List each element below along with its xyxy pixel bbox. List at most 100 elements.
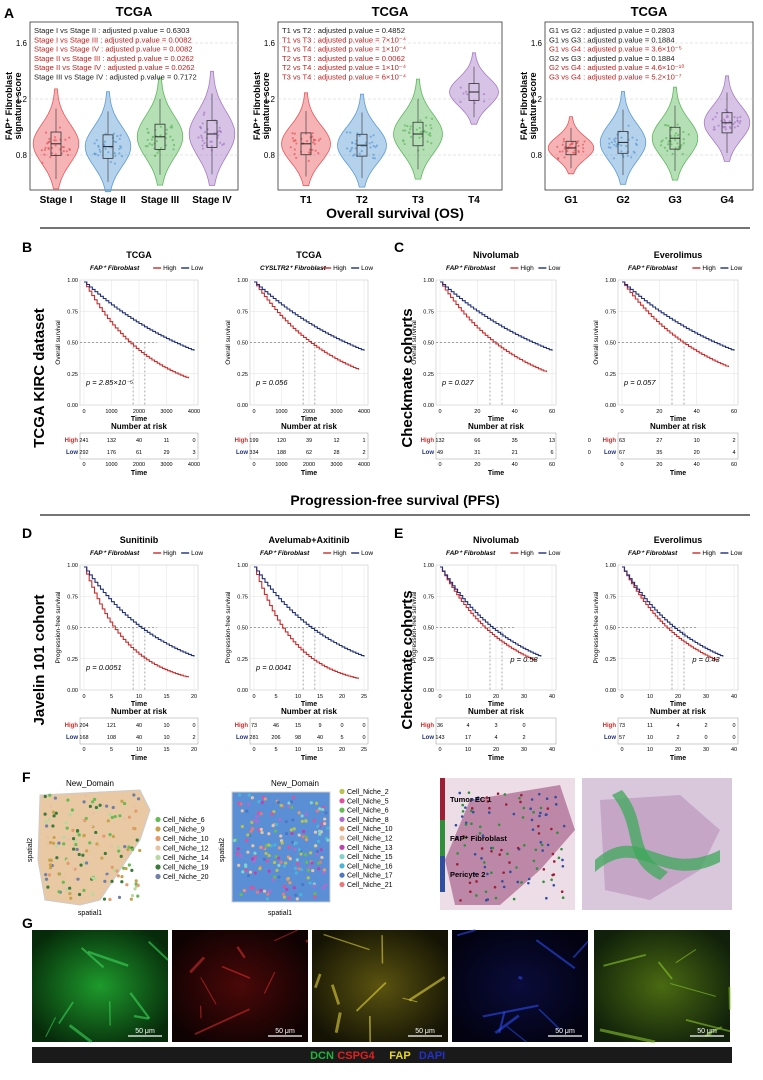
- data-point: [119, 134, 122, 137]
- celltype-spot: [493, 885, 497, 889]
- spatial-spot: [316, 861, 321, 865]
- spatial-spot: [77, 852, 81, 857]
- spatial-spot: [130, 894, 135, 898]
- y-tick-label: 0.50: [237, 341, 248, 347]
- spatial-spot: [81, 853, 85, 857]
- data-point: [349, 131, 352, 134]
- spatial-spot: [134, 809, 138, 813]
- data-point: [671, 152, 674, 156]
- celltype-spot: [486, 898, 490, 901]
- data-point: [677, 145, 680, 149]
- violin-shape: [32, 88, 80, 190]
- data-point: [429, 124, 432, 127]
- spatial-spot: [126, 848, 130, 852]
- data-point: [372, 144, 375, 148]
- legend-label: Cell_Niche_17: [347, 873, 393, 880]
- spatial-spot: [304, 838, 309, 842]
- data-point: [682, 130, 685, 134]
- spatial-spot: [244, 868, 248, 872]
- celltype-spot: [502, 885, 506, 889]
- risk-count-high: 120: [277, 438, 286, 444]
- spatial-spot: [51, 824, 55, 828]
- spatial-spot: [66, 861, 70, 865]
- spatial-spot: [118, 814, 122, 818]
- spatial-spot: [270, 812, 274, 816]
- risk-x-tick-label: 0: [252, 462, 255, 468]
- risk-table-frame: [617, 432, 739, 460]
- celltype-spot: [537, 832, 541, 835]
- data-point: [201, 139, 204, 142]
- risk-count-high: 11: [164, 438, 170, 444]
- spatial-spot: [252, 859, 256, 863]
- spatial-spot: [284, 820, 288, 824]
- data-point: [61, 145, 64, 149]
- fap-fibroblast-overlay: [612, 790, 668, 880]
- data-point: [556, 145, 559, 148]
- data-point: [62, 150, 65, 153]
- data-point: [733, 115, 736, 119]
- spatial-spot: [245, 809, 249, 813]
- spatial-spot: [319, 848, 323, 852]
- panel-letter-b: B: [22, 239, 32, 255]
- spatial-spot: [246, 874, 251, 878]
- if-signal-fiber: [518, 975, 523, 980]
- y-tick-label: 0.25: [67, 372, 78, 378]
- panel-letter-e: E: [394, 525, 403, 541]
- y-axis-label-line1: FAP⁺ Fibroblast: [4, 72, 14, 140]
- celltype-spot: [478, 825, 482, 829]
- spatial-spot: [279, 803, 283, 808]
- spatial-spot: [75, 847, 79, 852]
- data-point: [203, 131, 206, 134]
- data-point: [358, 152, 361, 155]
- risk-row-label-low: Low: [604, 735, 616, 741]
- celltype-spot: [516, 880, 520, 884]
- risk-count-low: 31: [474, 450, 480, 456]
- y-tick-label: 1.2: [264, 95, 276, 104]
- celltype-spot: [508, 861, 511, 864]
- x-axis-label: Time: [670, 416, 686, 423]
- data-point: [209, 140, 212, 143]
- spatial-spot: [48, 866, 53, 870]
- data-point: [93, 142, 96, 145]
- km-title: Sunitinib: [120, 535, 159, 545]
- spatial-spot: [101, 803, 105, 807]
- km-curve-high: [622, 281, 729, 368]
- spatial-spot: [68, 886, 72, 890]
- celltype-spot: [537, 792, 541, 796]
- spatial-spot: [252, 819, 256, 823]
- side-label-tcga: TCGA KIRC dataset: [31, 308, 48, 447]
- data-point: [118, 147, 121, 150]
- channel-label: FAP: [389, 1050, 410, 1062]
- celltype-spot: [556, 831, 559, 835]
- scale-bar-label: 50 μm: [415, 1028, 435, 1035]
- risk-table-frame: [435, 717, 557, 745]
- km-curve-high: [440, 281, 547, 373]
- km-legend-prefix: FAP⁺ Fibroblast: [446, 550, 496, 557]
- spatial-spot: [235, 852, 240, 856]
- pvalue-annotation: T3 vs T4 : adjusted p.value = 6×10⁻⁴: [282, 73, 406, 82]
- data-point: [419, 119, 422, 122]
- data-point: [358, 134, 361, 137]
- spatial-spot: [55, 844, 59, 848]
- risk-table-title: Number at risk: [281, 422, 338, 431]
- x-tick-label: 2000: [303, 409, 315, 415]
- spatial-spot: [321, 871, 326, 875]
- pvalue-annotation: Stage I vs Stage II : adjusted p.value =…: [34, 26, 190, 35]
- risk-count-low: 29: [163, 450, 169, 456]
- x-tick-label: 1000: [105, 409, 117, 415]
- spatial-spot: [136, 883, 140, 887]
- spatial-spot: [100, 856, 104, 860]
- y-tick-label: 1.6: [531, 39, 543, 48]
- spatial-spot: [282, 895, 287, 899]
- violin-shape: [393, 78, 443, 180]
- data-point: [712, 128, 715, 131]
- data-point: [403, 124, 407, 127]
- risk-count-high: 132: [435, 438, 444, 444]
- x-group-label: G1: [564, 195, 578, 206]
- data-point: [170, 124, 173, 127]
- spatial-spot: [73, 877, 78, 881]
- legend-label: Cell_Niche_13: [347, 845, 393, 852]
- legend-label: Cell_Niche_2: [347, 789, 389, 796]
- data-point: [311, 141, 315, 144]
- x-tick-label: 10: [136, 694, 142, 700]
